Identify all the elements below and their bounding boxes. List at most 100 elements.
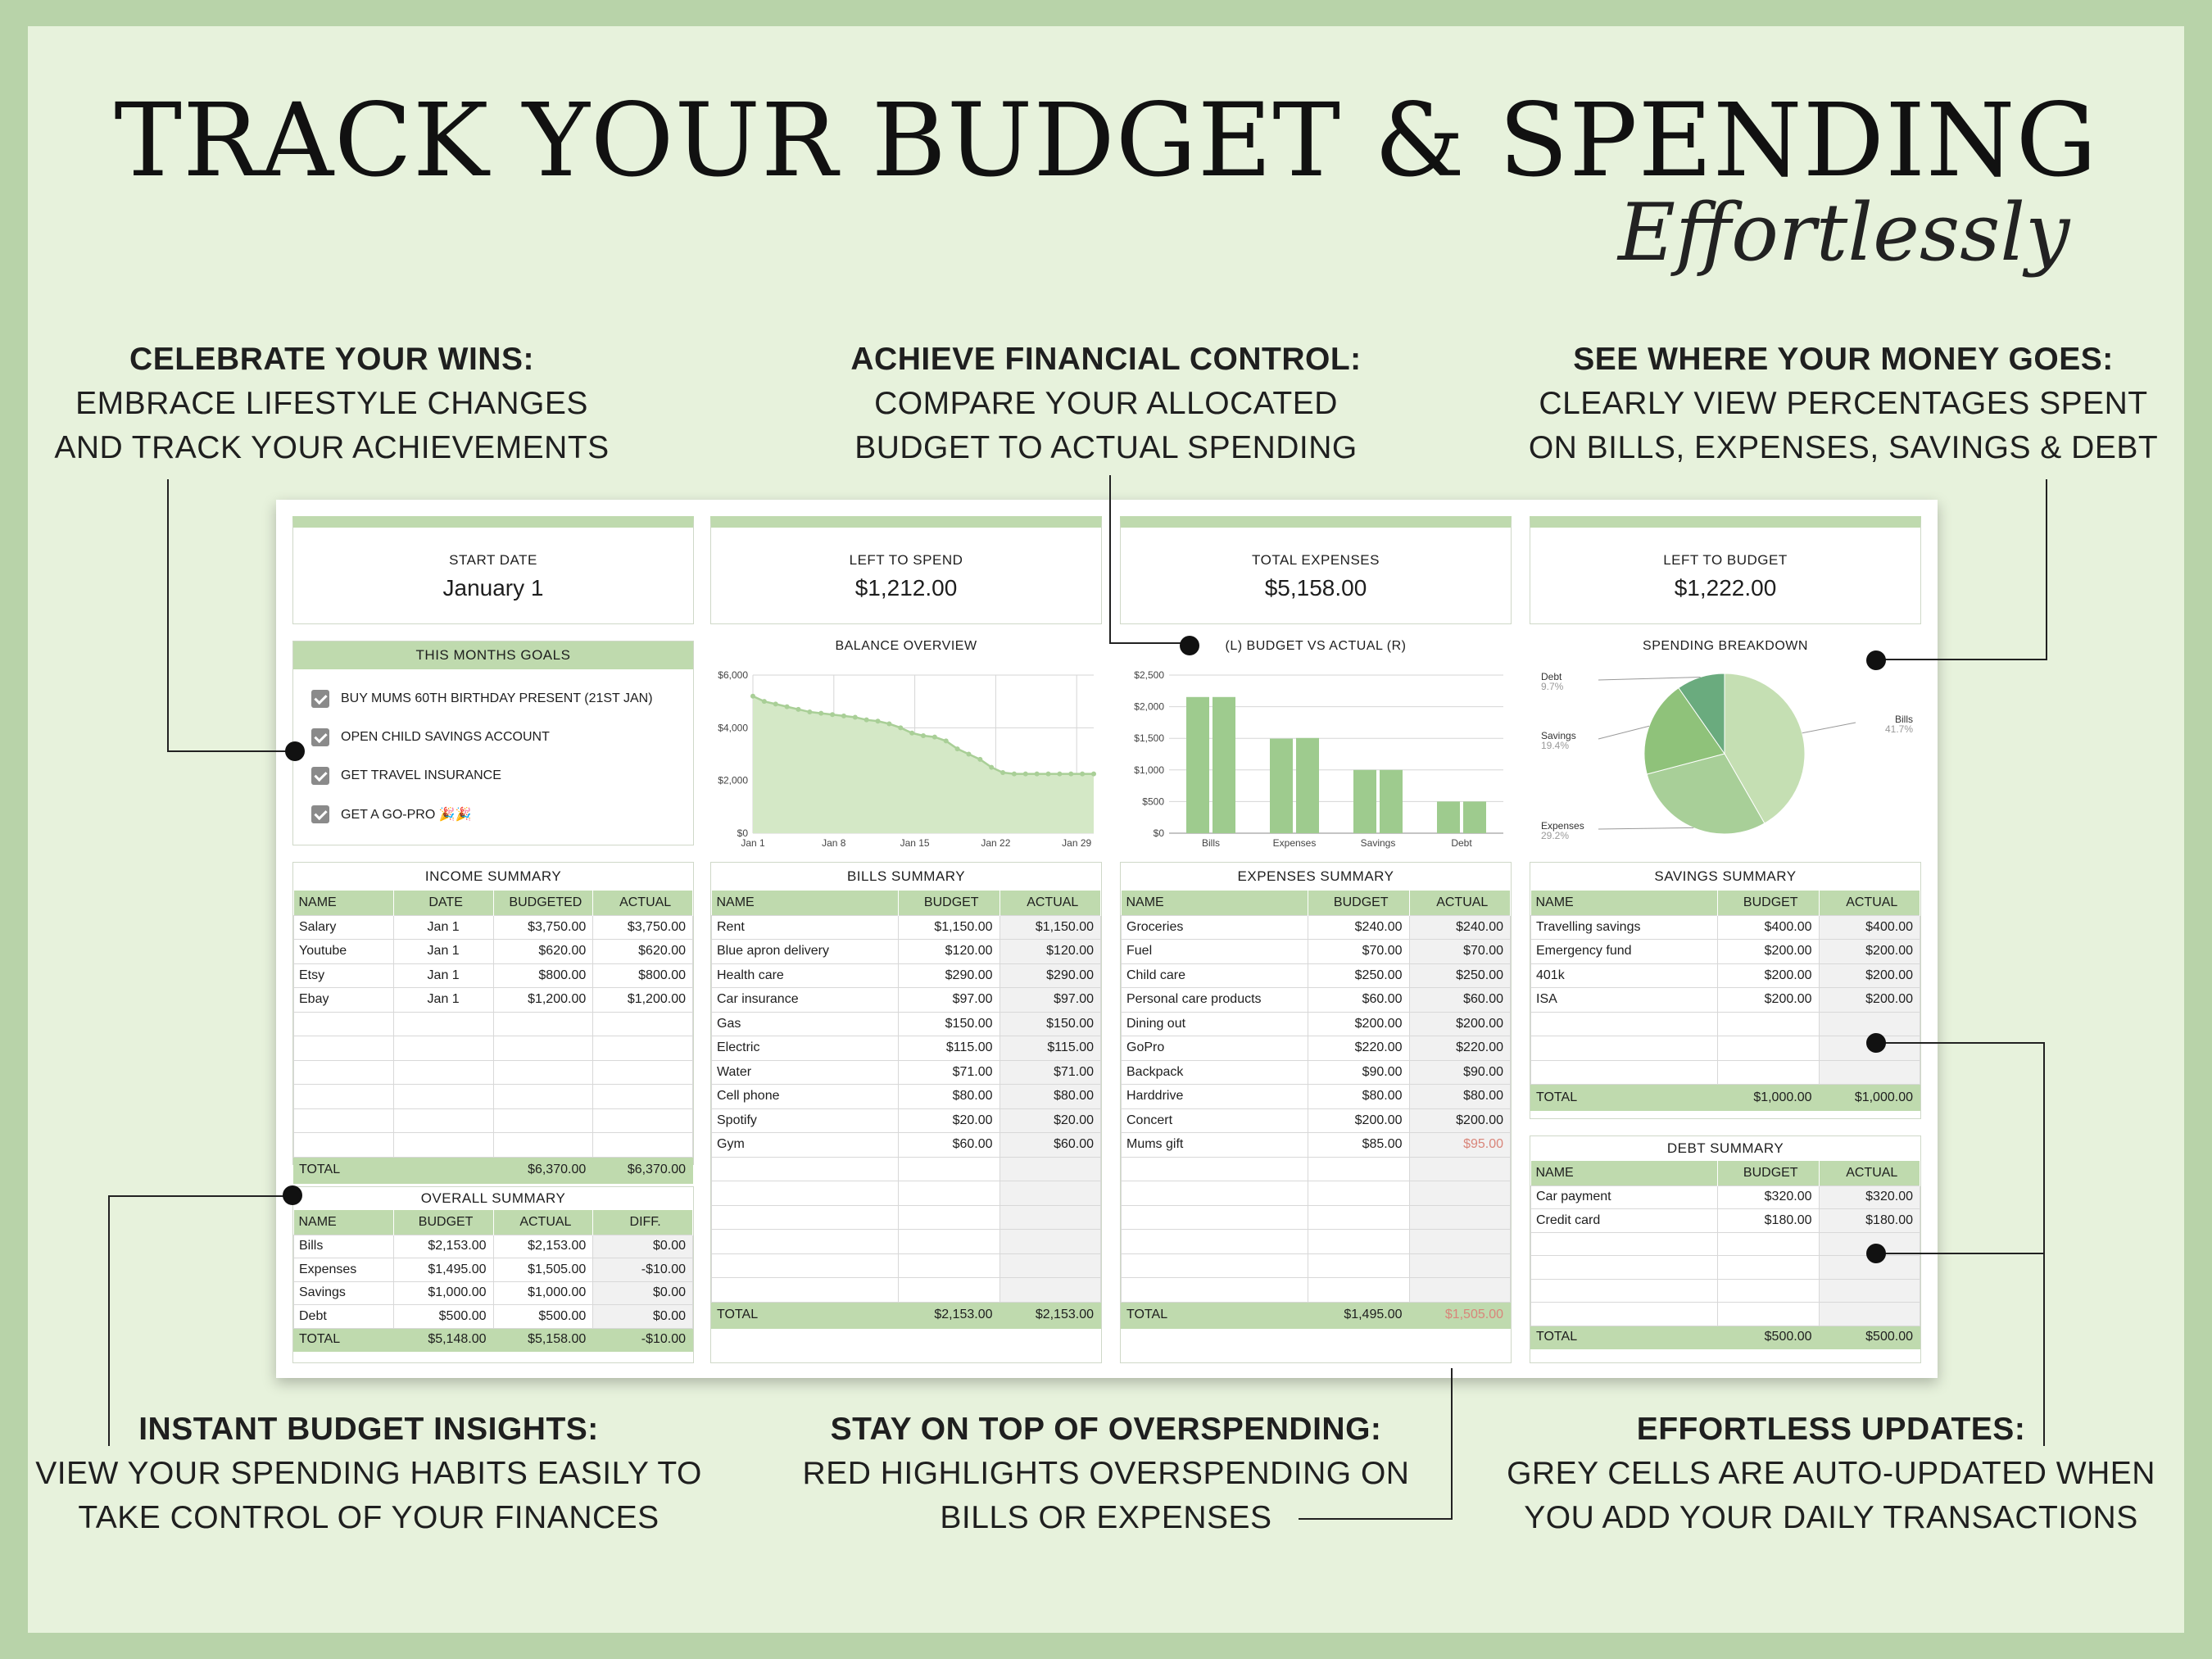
table-cell[interactable]: [592, 1059, 693, 1085]
table-cell[interactable]: [1717, 1302, 1820, 1326]
table-cell[interactable]: $1,495.00: [392, 1258, 494, 1282]
table-cell[interactable]: $200.00: [1818, 987, 1920, 1013]
table-cell[interactable]: Water: [711, 1059, 899, 1085]
table-cell[interactable]: [1308, 1229, 1410, 1254]
table-cell[interactable]: [898, 1204, 1000, 1230]
table-cell[interactable]: [711, 1253, 899, 1278]
table-cell[interactable]: $200.00: [1308, 1108, 1410, 1133]
table-cell[interactable]: Ebay: [293, 987, 394, 1013]
table-cell[interactable]: $200.00: [1717, 987, 1820, 1013]
table-cell[interactable]: [392, 1132, 494, 1158]
table-cell[interactable]: [1408, 1229, 1511, 1254]
table-cell[interactable]: $220.00: [1408, 1036, 1511, 1061]
table-cell[interactable]: [293, 1108, 394, 1133]
table-cell[interactable]: $620.00: [592, 939, 693, 964]
table-cell[interactable]: [1308, 1253, 1410, 1278]
table-cell[interactable]: [1530, 1302, 1718, 1326]
table-cell[interactable]: Salary: [293, 914, 394, 940]
table-cell[interactable]: $150.00: [999, 1011, 1101, 1036]
table-cell[interactable]: $290.00: [999, 963, 1101, 988]
table-cell[interactable]: $80.00: [898, 1084, 1000, 1109]
table-cell[interactable]: $1,000.00: [492, 1281, 594, 1305]
table-cell[interactable]: [1121, 1277, 1308, 1303]
table-cell[interactable]: [1530, 1059, 1718, 1085]
table-cell[interactable]: Jan 1: [392, 914, 494, 940]
table-cell[interactable]: $320.00: [1717, 1185, 1820, 1209]
table-cell[interactable]: [1308, 1156, 1410, 1181]
table-cell[interactable]: $71.00: [898, 1059, 1000, 1085]
goal-item[interactable]: BUY MUMS 60TH BIRTHDAY PRESENT (21ST JAN…: [293, 679, 693, 718]
table-cell[interactable]: Rent: [711, 914, 899, 940]
table-cell[interactable]: Groceries: [1121, 914, 1308, 940]
table-cell[interactable]: [1530, 1036, 1718, 1061]
table-cell[interactable]: $2,153.00: [392, 1234, 494, 1258]
table-cell[interactable]: $71.00: [999, 1059, 1101, 1085]
table-cell[interactable]: $60.00: [1308, 987, 1410, 1013]
table-cell[interactable]: $90.00: [1308, 1059, 1410, 1085]
table-cell[interactable]: [293, 1036, 394, 1061]
checkbox-checked-icon[interactable]: [311, 805, 329, 823]
table-cell[interactable]: $400.00: [1818, 914, 1920, 940]
table-cell[interactable]: Electric: [711, 1036, 899, 1061]
table-cell[interactable]: Cell phone: [711, 1084, 899, 1109]
table-cell[interactable]: $250.00: [1408, 963, 1511, 988]
table-cell[interactable]: $180.00: [1717, 1208, 1820, 1233]
table-cell[interactable]: $1,505.00: [492, 1258, 594, 1282]
table-cell[interactable]: $3,750.00: [592, 914, 693, 940]
table-cell[interactable]: [711, 1204, 899, 1230]
table-cell[interactable]: $200.00: [1818, 939, 1920, 964]
table-cell[interactable]: $3,750.00: [492, 914, 594, 940]
table-cell[interactable]: $80.00: [1308, 1084, 1410, 1109]
table-cell[interactable]: [293, 1011, 394, 1036]
table-cell[interactable]: [592, 1108, 693, 1133]
table-cell[interactable]: Gym: [711, 1132, 899, 1158]
table-cell[interactable]: [492, 1108, 594, 1133]
table-cell[interactable]: [1717, 1231, 1820, 1256]
table-cell[interactable]: Expenses: [293, 1258, 394, 1282]
table-cell[interactable]: [711, 1277, 899, 1303]
table-cell[interactable]: Savings: [293, 1281, 394, 1305]
table-cell[interactable]: $800.00: [492, 963, 594, 988]
table-cell[interactable]: Backpack: [1121, 1059, 1308, 1085]
table-cell[interactable]: Travelling savings: [1530, 914, 1718, 940]
table-cell[interactable]: $115.00: [999, 1036, 1101, 1061]
table-cell[interactable]: Harddrive: [1121, 1084, 1308, 1109]
table-cell[interactable]: [1408, 1181, 1511, 1206]
table-cell[interactable]: $290.00: [898, 963, 1000, 988]
table-cell[interactable]: [1717, 1036, 1820, 1061]
table-cell[interactable]: [1818, 1059, 1920, 1085]
table-cell[interactable]: $0.00: [592, 1234, 693, 1258]
table-cell[interactable]: [999, 1229, 1101, 1254]
table-cell[interactable]: $95.00: [1408, 1132, 1511, 1158]
table-cell[interactable]: $200.00: [1308, 1011, 1410, 1036]
table-cell[interactable]: [1717, 1011, 1820, 1036]
table-cell[interactable]: $115.00: [898, 1036, 1000, 1061]
table-cell[interactable]: $620.00: [492, 939, 594, 964]
table-cell[interactable]: Concert: [1121, 1108, 1308, 1133]
table-cell[interactable]: $0.00: [592, 1304, 693, 1329]
table-cell[interactable]: Fuel: [1121, 939, 1308, 964]
table-cell[interactable]: $400.00: [1717, 914, 1820, 940]
table-cell[interactable]: [492, 1036, 594, 1061]
table-cell[interactable]: [1308, 1277, 1410, 1303]
table-cell[interactable]: $80.00: [999, 1084, 1101, 1109]
table-cell[interactable]: [392, 1084, 494, 1109]
table-cell[interactable]: $70.00: [1308, 939, 1410, 964]
table-cell[interactable]: [1308, 1181, 1410, 1206]
table-cell[interactable]: [1408, 1156, 1511, 1181]
table-cell[interactable]: [898, 1253, 1000, 1278]
table-cell[interactable]: GoPro: [1121, 1036, 1308, 1061]
table-cell[interactable]: $200.00: [1408, 1108, 1511, 1133]
table-cell[interactable]: $70.00: [1408, 939, 1511, 964]
table-cell[interactable]: [999, 1277, 1101, 1303]
table-cell[interactable]: Mums gift: [1121, 1132, 1308, 1158]
goal-item[interactable]: GET TRAVEL INSURANCE: [293, 756, 693, 795]
table-cell[interactable]: [492, 1011, 594, 1036]
table-cell[interactable]: $120.00: [898, 939, 1000, 964]
table-cell[interactable]: $250.00: [1308, 963, 1410, 988]
table-cell[interactable]: [392, 1036, 494, 1061]
table-cell[interactable]: [1121, 1204, 1308, 1230]
table-cell[interactable]: $200.00: [1408, 1011, 1511, 1036]
table-cell[interactable]: $200.00: [1717, 939, 1820, 964]
table-cell[interactable]: $220.00: [1308, 1036, 1410, 1061]
